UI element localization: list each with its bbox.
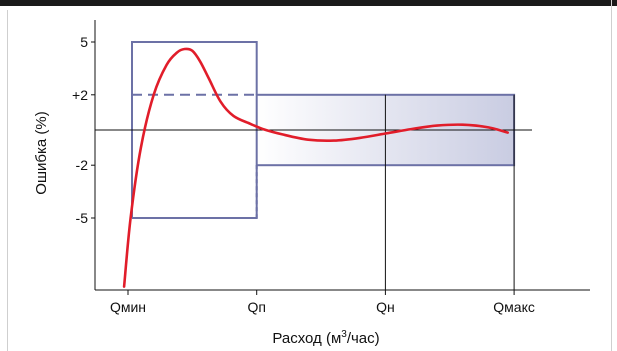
x-tick-label: Qн [376, 299, 395, 315]
y-tick-label: +2 [72, 87, 88, 103]
y-tick-label: -2 [76, 157, 89, 173]
y-tick-label: -5 [76, 210, 89, 226]
x-tick-label: Qмин [110, 299, 146, 315]
low-flow-lower-limit [132, 165, 258, 219]
x-tick-labels: Qмин Qп Qн Qмакс [110, 299, 535, 315]
top-strip [0, 0, 617, 6]
x-axis-label: Расход (м3/час) [272, 329, 379, 347]
error-curve-line [122, 47, 509, 288]
x-tick-label: Qп [247, 299, 265, 315]
y-tick-label: 5 [80, 34, 88, 50]
y-tick-labels: 5 +2 -2 -5 [72, 34, 88, 226]
axes [91, 20, 590, 295]
error-curve [122, 47, 509, 288]
x-tick-label: Qмакс [493, 299, 535, 315]
y-axis-label: Ошибка (%) [33, 111, 50, 194]
